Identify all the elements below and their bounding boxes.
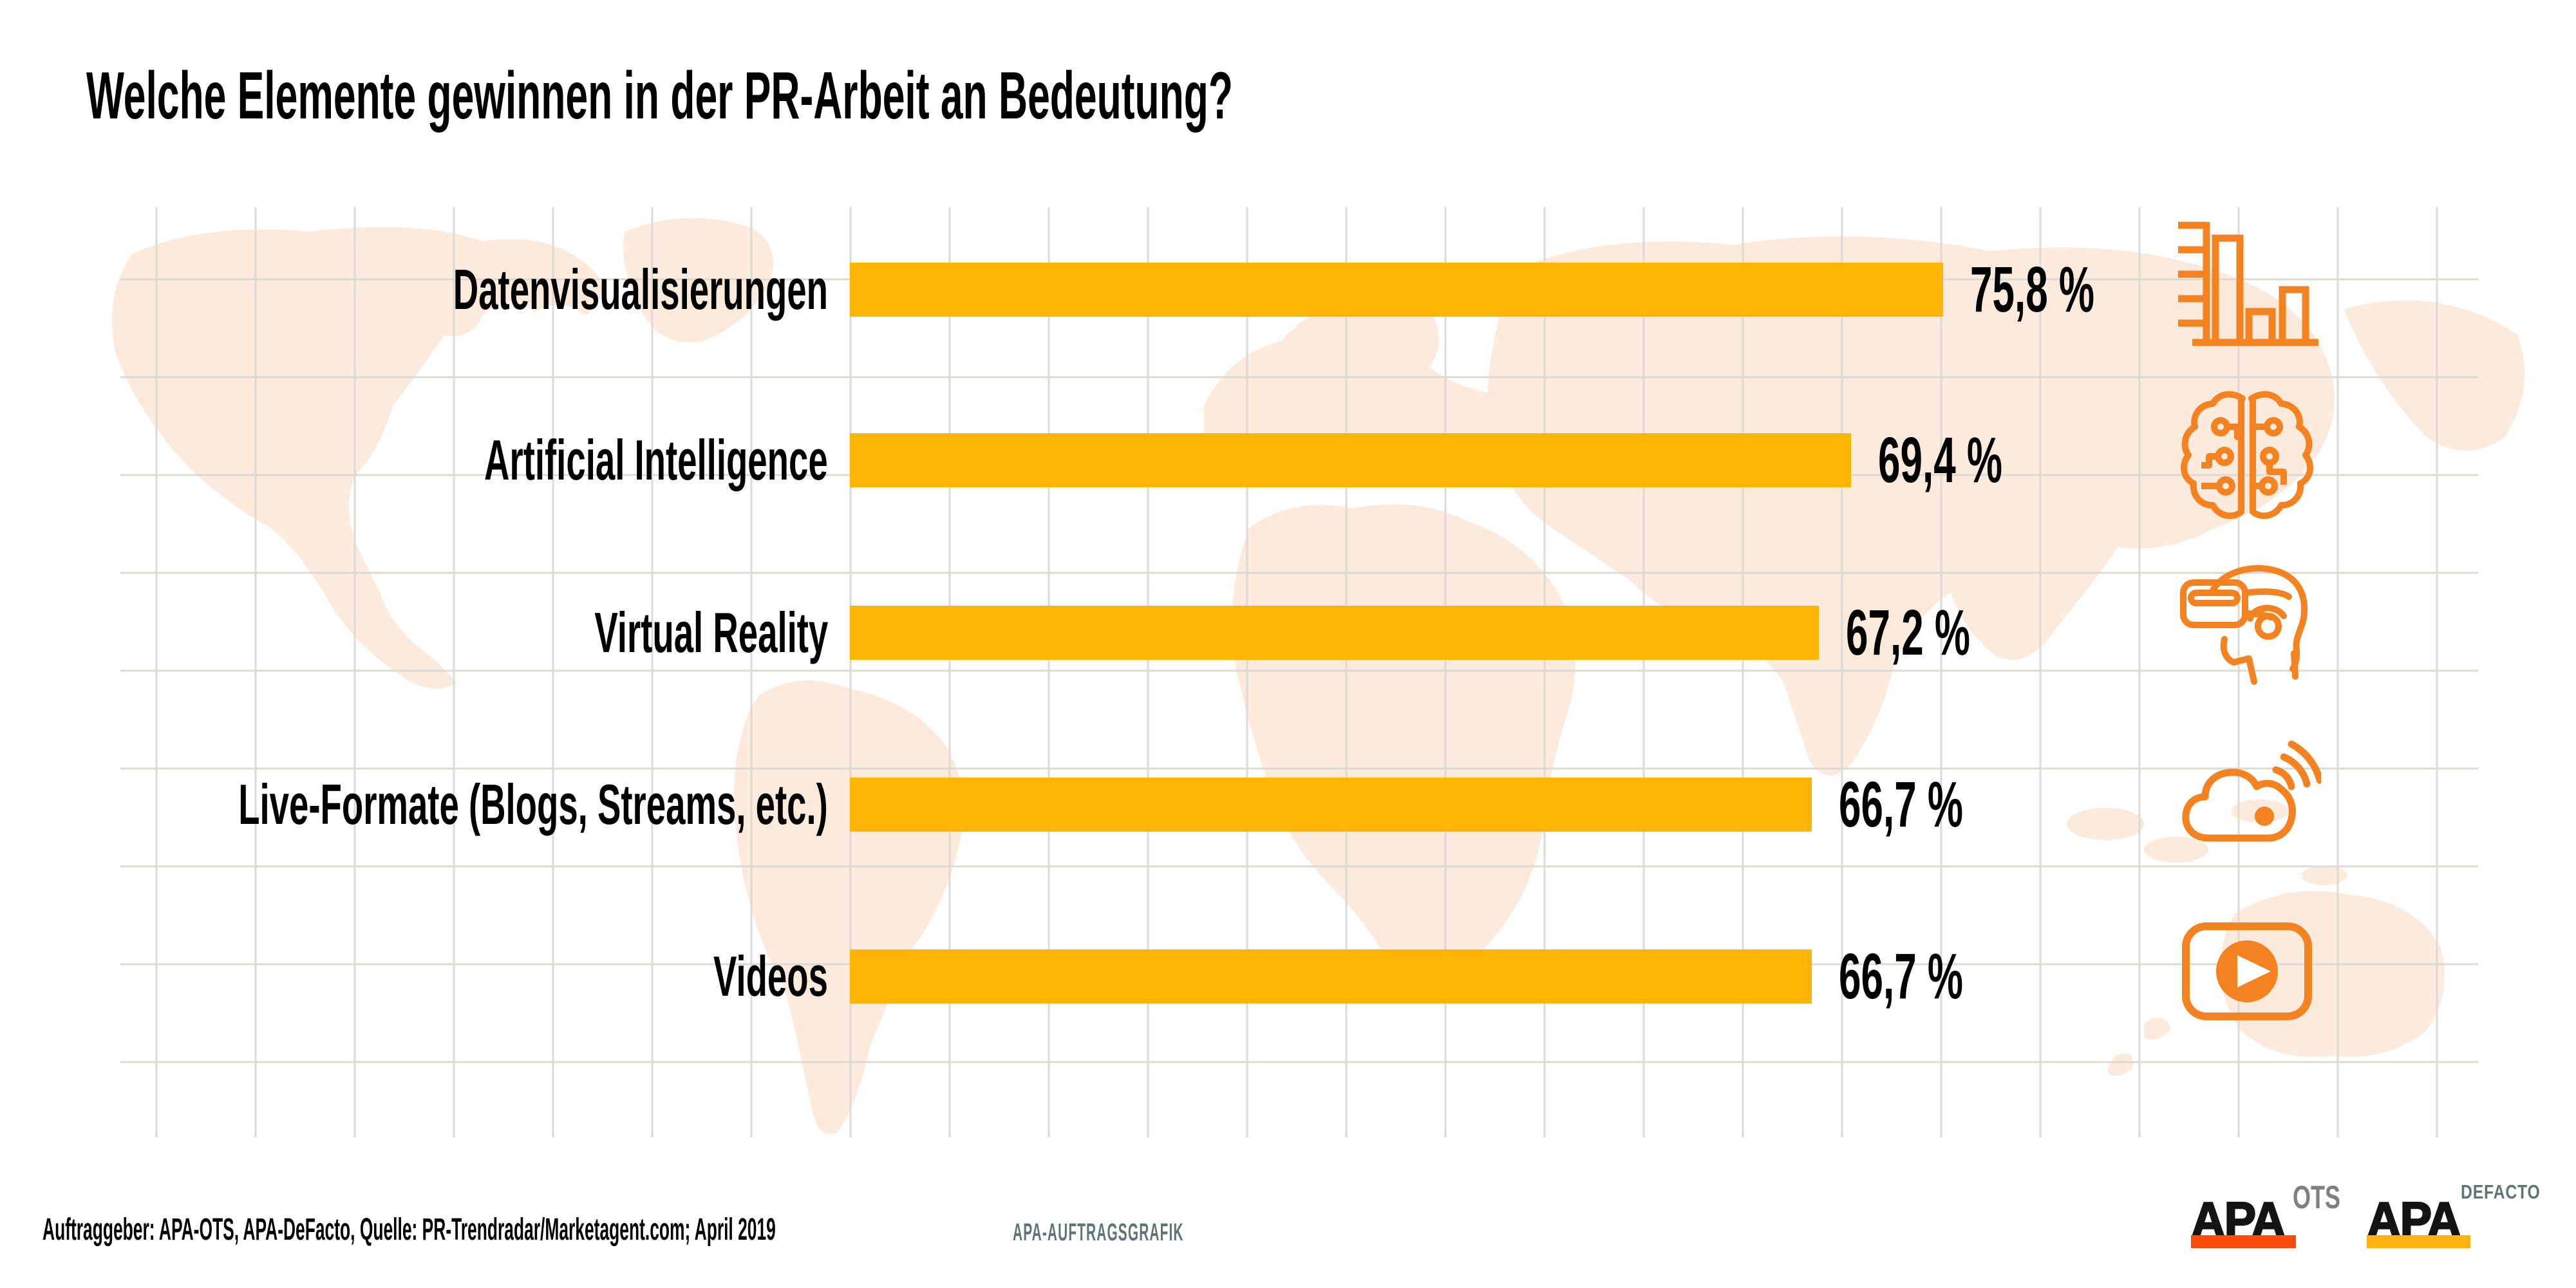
bar-datenvisualisierungen [850, 263, 1943, 317]
chart-row: Live-Formate (Blogs, Streams, etc.) 66,7… [0, 734, 2576, 875]
chart-row: Artificial Intelligence 69,4 % [0, 389, 2576, 531]
category-label: Live-Formate (Blogs, Streams, etc.) [238, 772, 828, 836]
apa-defacto-logo: APA DEFACTO [2366, 1178, 2560, 1255]
page-title: Welche Elemente gewinnen in der PR-Arbei… [86, 59, 1233, 133]
vr-headset-icon [2173, 557, 2321, 705]
value-label: 67,2 % [1846, 597, 1971, 669]
apa-ots-suffix-text: OTS [2293, 1179, 2341, 1215]
chart-row: Virtual Reality 67,2 % [0, 562, 2576, 704]
chart-row: Datenvisualisierungen 75,8 % [0, 219, 2576, 360]
apa-ots-logo-bar [2191, 1235, 2296, 1248]
value-label: 66,7 % [1839, 769, 1964, 841]
value-label: 69,4 % [1877, 424, 2002, 496]
video-play-icon [2173, 901, 2321, 1049]
value-label: 66,7 % [1839, 940, 1964, 1013]
bar-videos [850, 949, 1812, 1003]
chart-row: Videos 66,7 % [0, 906, 2576, 1047]
apa-defacto-suffix-text: DEFACTO [2461, 1181, 2541, 1203]
bar-artificial-intelligence [850, 433, 1851, 487]
category-label: Virtual Reality [594, 601, 828, 664]
streaming-cloud-icon [2173, 729, 2321, 877]
value-label: 75,8 % [1970, 254, 2094, 326]
bar-live-formate [850, 778, 1812, 832]
credit-text: APA-AUFTRAGSGRAFIK [1013, 1219, 1184, 1246]
source-text: Auftraggeber: APA-OTS, APA-DeFacto, Quel… [42, 1213, 776, 1247]
category-label: Videos [713, 944, 828, 1008]
bar-chart-icon [2173, 214, 2321, 362]
bar-virtual-reality [850, 606, 1819, 660]
ai-brain-icon [2173, 384, 2321, 532]
apa-ots-logo: APA OTS [2190, 1178, 2384, 1255]
category-label: Datenvisualisierungen [453, 257, 828, 321]
category-label: Artificial Intelligence [484, 428, 828, 492]
apa-defacto-logo-bar [2367, 1235, 2470, 1248]
